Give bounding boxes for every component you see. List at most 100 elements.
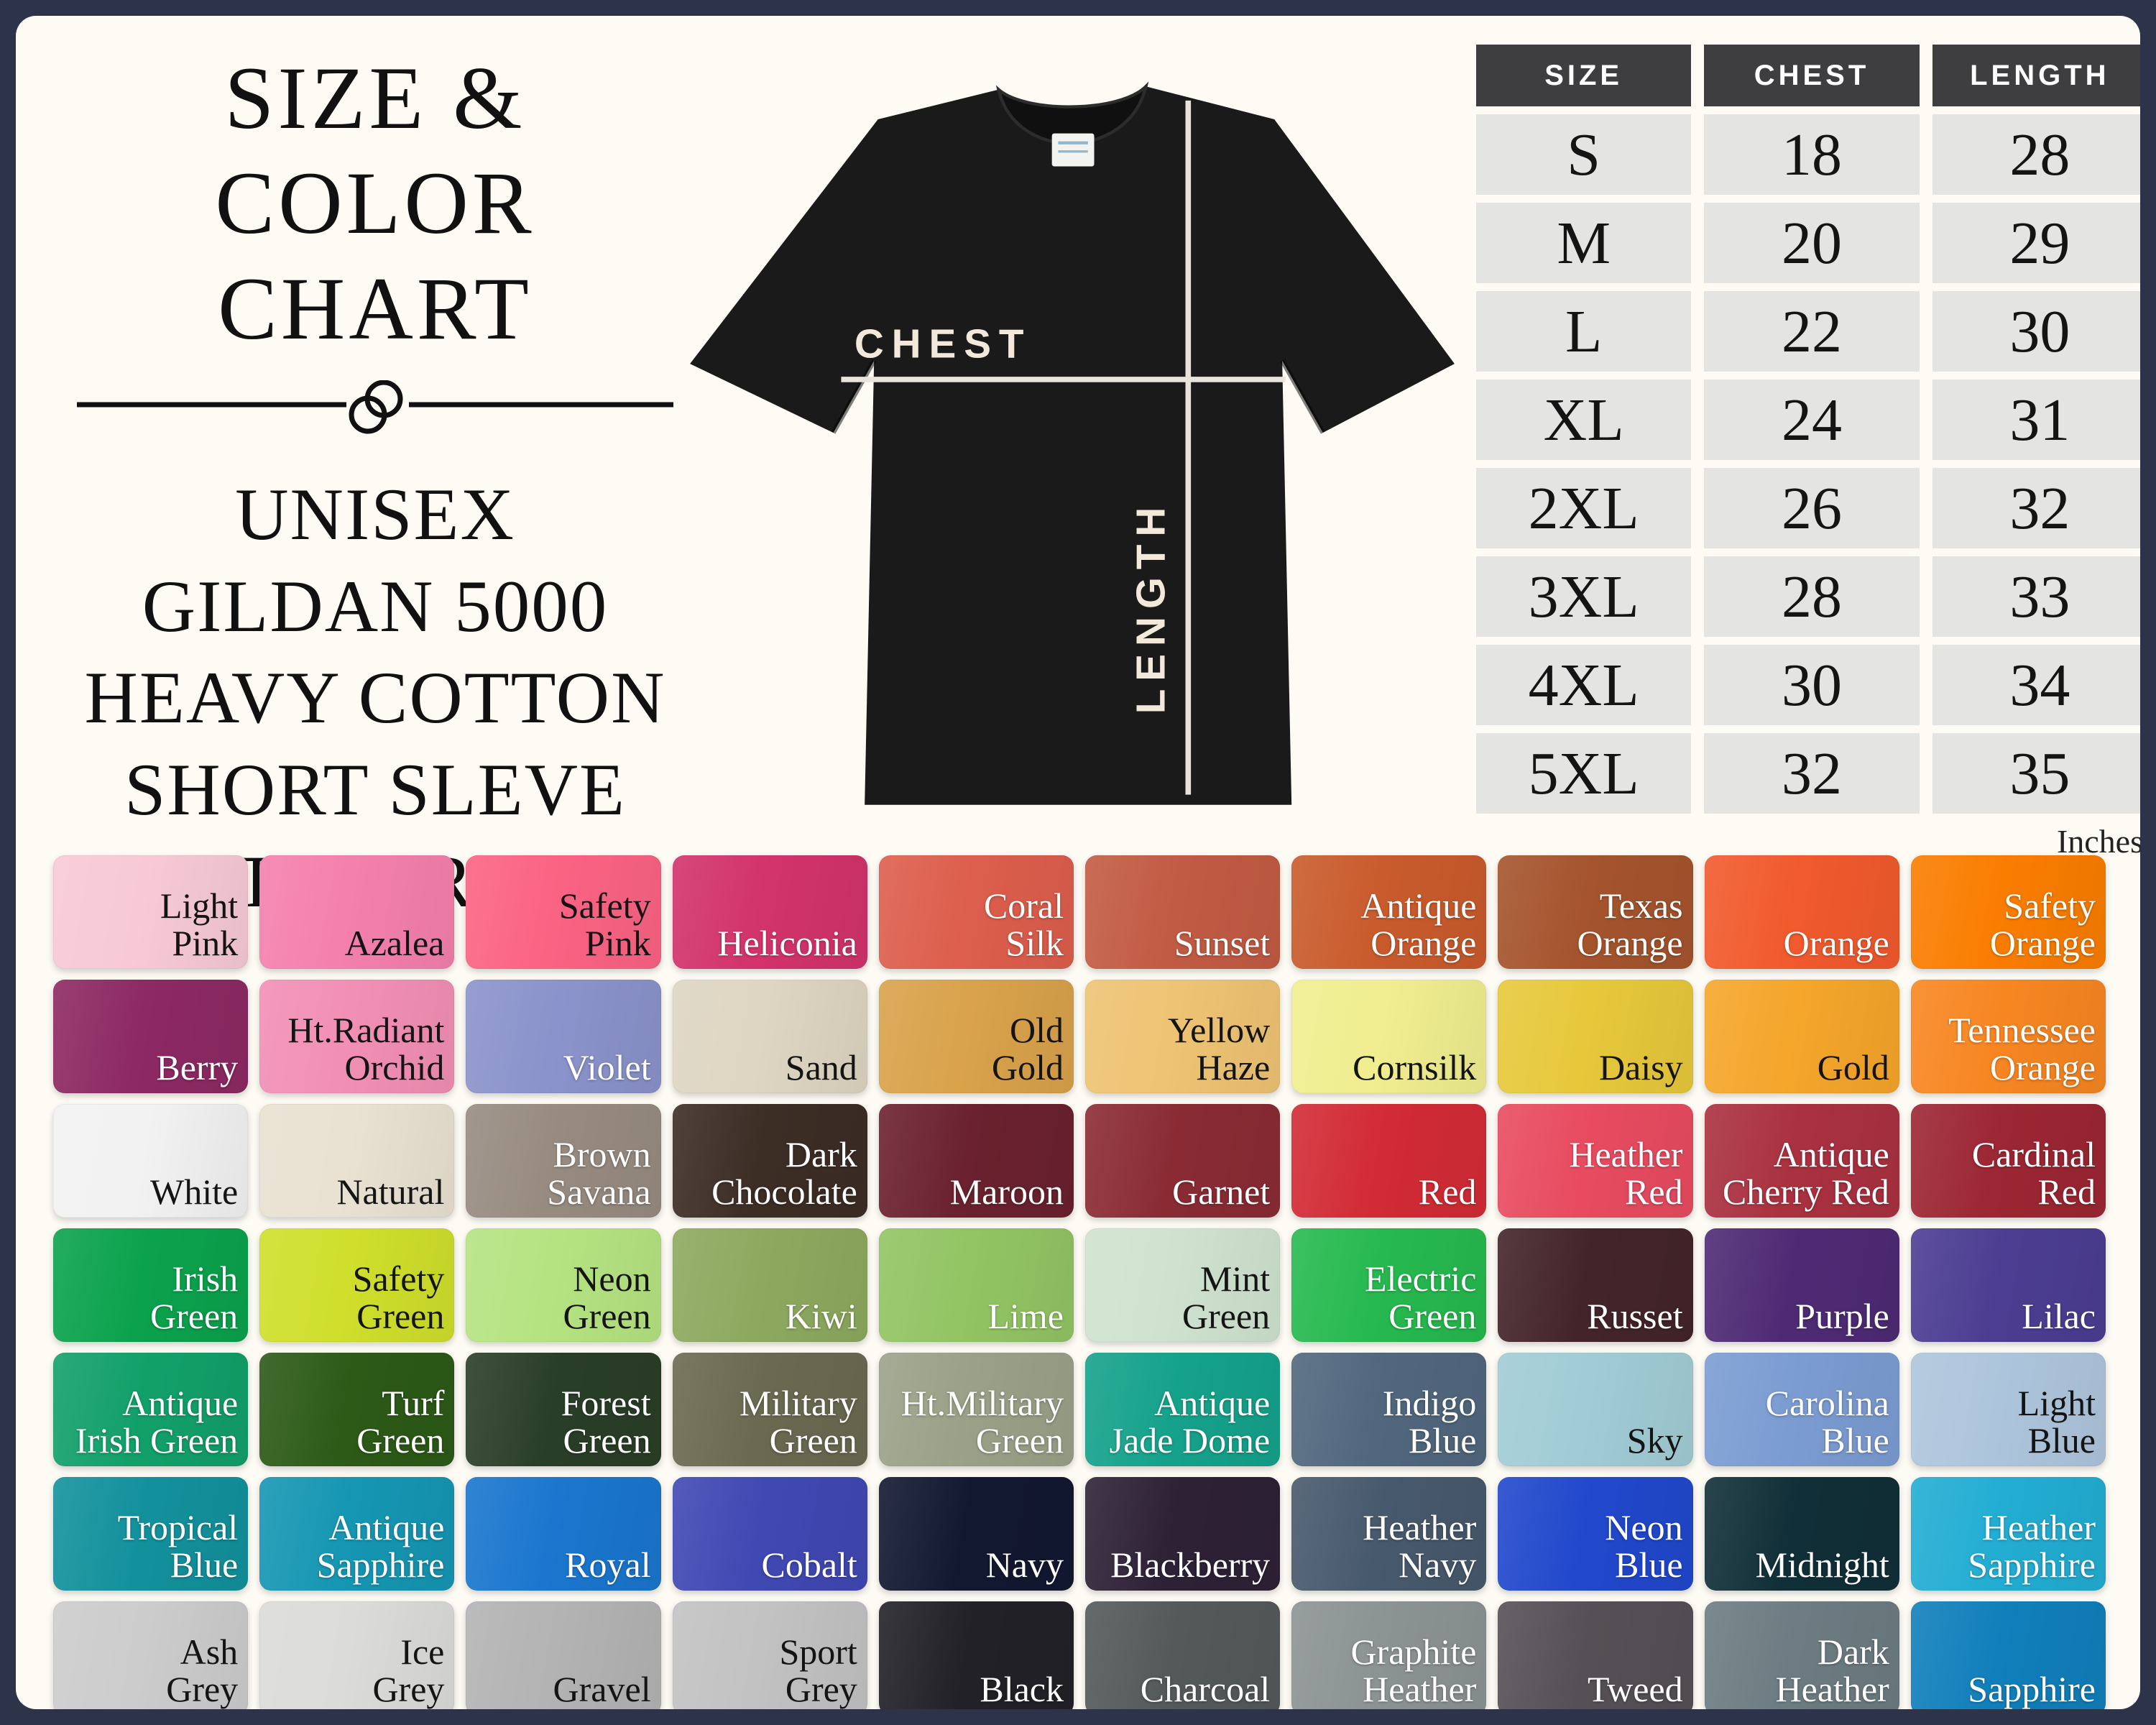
length-cell: 34 xyxy=(1932,645,2140,725)
color-swatch-kiwi: Kiwi xyxy=(672,1228,867,1342)
length-cell: 29 xyxy=(1932,203,2140,283)
color-swatch-garnet: Garnet xyxy=(1085,1104,1281,1218)
color-swatch-label: Violet xyxy=(563,1047,651,1087)
color-swatch-label: Heather Sapphire xyxy=(1968,1507,2096,1585)
color-swatch-tennessee-orange: Tennessee Orange xyxy=(1910,980,2106,1093)
size-cell: L xyxy=(1476,291,1692,372)
color-swatch-label: Antique Orange xyxy=(1360,886,1477,963)
color-swatch-tropical-blue: Tropical Blue xyxy=(53,1477,249,1591)
page-title-line1: SIZE & COLOR xyxy=(215,49,535,253)
color-swatch-tweed: Tweed xyxy=(1498,1601,1693,1709)
color-swatch-coral-silk: Coral Silk xyxy=(878,855,1074,969)
color-swatch-label: Light Blue xyxy=(2017,1383,2096,1460)
color-swatch-label: Brown Savana xyxy=(547,1134,651,1212)
color-swatch-safety-pink: Safety Pink xyxy=(466,855,661,969)
chest-cell: 20 xyxy=(1704,203,1920,283)
color-swatch-cardinal-red: Cardinal Red xyxy=(1910,1104,2106,1218)
color-swatch-label: Antique Jade Dome xyxy=(1109,1383,1271,1460)
color-swatch-heather-navy: Heather Navy xyxy=(1291,1477,1487,1591)
color-swatch-label: Dark Heather xyxy=(1775,1632,1889,1709)
color-swatch-sport-grey: Sport Grey xyxy=(672,1601,867,1709)
color-swatch-label: Maroon xyxy=(949,1172,1064,1212)
color-swatch-sapphire: Sapphire xyxy=(1910,1601,2106,1709)
color-swatch-label: Electric Green xyxy=(1364,1259,1477,1336)
color-swatch-azalea: Azalea xyxy=(259,855,455,969)
subtitle-line: GILDAN 5000 xyxy=(142,565,609,648)
color-swatch-label: Heather Red xyxy=(1569,1134,1683,1212)
color-swatch-carolina-blue: Carolina Blue xyxy=(1704,1353,1899,1466)
color-swatch-label: Cobalt xyxy=(761,1545,857,1585)
color-swatch-label: Tennessee Orange xyxy=(1948,1010,2096,1087)
color-swatch-label: Midnight xyxy=(1755,1545,1889,1585)
color-swatch-label: Military Green xyxy=(739,1383,857,1460)
color-swatch-antique-cherry-red: Antique Cherry Red xyxy=(1704,1104,1899,1218)
color-swatch-ash-grey: Ash Grey xyxy=(53,1601,249,1709)
length-cell: 28 xyxy=(1932,114,2140,195)
color-swatch-antique-orange: Antique Orange xyxy=(1291,855,1487,969)
color-swatch-label: Purple xyxy=(1795,1296,1889,1336)
color-swatch-dark-chocolate: Dark Chocolate xyxy=(672,1104,867,1218)
color-swatch-neon-green: Neon Green xyxy=(466,1228,661,1342)
size-cell: 5XL xyxy=(1476,733,1692,814)
color-swatch-royal: Royal xyxy=(466,1477,661,1591)
color-swatch-label: Black xyxy=(980,1669,1064,1709)
color-swatch-grid: Light Pink Azalea Safety Pink Heliconia Cora… xyxy=(53,855,2106,1709)
chest-cell: 32 xyxy=(1704,733,1920,814)
color-swatch-label: Red xyxy=(1418,1172,1477,1212)
subtitle-line: SHORT SLEVE xyxy=(124,749,626,832)
chest-cell: 28 xyxy=(1704,556,1920,637)
color-swatch-purple: Purple xyxy=(1704,1228,1899,1342)
color-swatch-label: Turf Green xyxy=(356,1383,445,1460)
length-cell: 33 xyxy=(1932,556,2140,637)
color-swatch-label: Berry xyxy=(156,1047,239,1087)
size-table: SIZE CHEST LENGTH S 18 28 M 20 29 L 22 30 XL 24 31 2XL 2… xyxy=(1476,45,2140,814)
color-swatch-white: White xyxy=(53,1104,249,1218)
size-cell: 2XL xyxy=(1476,468,1692,548)
color-swatch-sand: Sand xyxy=(672,980,867,1093)
color-swatch-label: Safety Pink xyxy=(558,886,651,963)
chest-cell: 24 xyxy=(1704,380,1920,460)
color-swatch-turf-green: Turf Green xyxy=(259,1353,455,1466)
size-table-header-chest: CHEST xyxy=(1704,45,1920,106)
color-swatch-lilac: Lilac xyxy=(1910,1228,2106,1342)
color-swatch-label: Indigo Blue xyxy=(1382,1383,1477,1460)
color-swatch-berry: Berry xyxy=(53,980,249,1093)
color-swatch-label: Sport Grey xyxy=(779,1632,857,1709)
size-cell: S xyxy=(1476,114,1692,195)
length-cell: 31 xyxy=(1932,380,2140,460)
subtitle-line: UNISEX xyxy=(235,473,515,556)
color-swatch-brown-savana: Brown Savana xyxy=(466,1104,661,1218)
chest-cell: 18 xyxy=(1704,114,1920,195)
color-swatch-ice-grey: Ice Grey xyxy=(259,1601,455,1709)
color-swatch-texas-orange: Texas Orange xyxy=(1498,855,1693,969)
color-swatch-safety-green: Safety Green xyxy=(259,1228,455,1342)
color-swatch-antique-sapphire: Antique Sapphire xyxy=(259,1477,455,1591)
color-swatch-label: Ht.Military Green xyxy=(900,1383,1064,1460)
color-swatch-gold: Gold xyxy=(1704,980,1899,1093)
color-swatch-antique-irish-green: Antique Irish Green xyxy=(53,1353,249,1466)
tshirt-body xyxy=(690,86,1455,805)
color-swatch-label: Heather Navy xyxy=(1363,1507,1477,1585)
length-cell: 30 xyxy=(1932,291,2140,372)
color-swatch-label: Russet xyxy=(1587,1296,1683,1336)
color-swatch-heliconia: Heliconia xyxy=(672,855,867,969)
color-swatch-forest-green: Forest Green xyxy=(466,1353,661,1466)
color-swatch-label: Safety Green xyxy=(352,1259,445,1336)
color-swatch-label: Safety Orange xyxy=(1989,886,2096,963)
color-swatch-label: Antique Sapphire xyxy=(316,1507,445,1585)
color-swatch-label: Daisy xyxy=(1598,1047,1683,1087)
color-swatch-label: Azalea xyxy=(344,923,445,963)
color-swatch-label: Texas Orange xyxy=(1577,886,1683,963)
color-swatch-ht-military-green: Ht.Military Green xyxy=(878,1353,1074,1466)
color-swatch-gravel: Gravel xyxy=(466,1601,661,1709)
color-swatch-sky: Sky xyxy=(1498,1353,1693,1466)
color-swatch-label: Cardinal Red xyxy=(1971,1134,2096,1212)
color-swatch-label: Sky xyxy=(1626,1420,1683,1460)
color-swatch-light-blue: Light Blue xyxy=(1910,1353,2106,1466)
color-swatch-antique-jade-dome: Antique Jade Dome xyxy=(1085,1353,1281,1466)
color-swatch-label: Graphite Heather xyxy=(1350,1632,1477,1709)
length-cell: 32 xyxy=(1932,468,2140,548)
color-swatch-old-gold: Old Gold xyxy=(878,980,1074,1093)
color-swatch-mint-green: Mint Green xyxy=(1085,1228,1281,1342)
color-swatch-cobalt: Cobalt xyxy=(672,1477,867,1591)
